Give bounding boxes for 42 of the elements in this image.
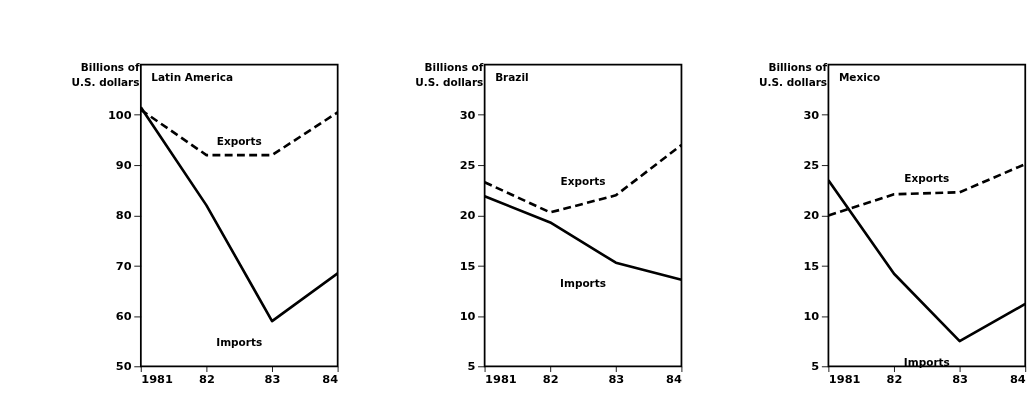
y-tick-label: 60 bbox=[115, 308, 132, 323]
x-tick-label: 82 bbox=[198, 371, 215, 386]
x-tick-label: 83 bbox=[608, 371, 625, 386]
x-tick-label: 83 bbox=[264, 371, 281, 386]
y-tick-label: 5 bbox=[811, 359, 820, 374]
y-tick-label: 80 bbox=[115, 208, 132, 223]
text: Brazil bbox=[495, 71, 529, 84]
x-tick-label: 84 bbox=[322, 371, 339, 386]
y-tick-label: 20 bbox=[803, 208, 820, 223]
y-tick-label: 5 bbox=[467, 359, 476, 374]
y-axis-title: Billions of U.S. dollars bbox=[415, 61, 484, 88]
series-label: Imports bbox=[560, 277, 607, 290]
y-tick-label: 20 bbox=[459, 208, 476, 223]
y-tick-label: 15 bbox=[459, 258, 476, 273]
series-label: Imports bbox=[903, 355, 950, 368]
x-tick-label: 83 bbox=[952, 371, 968, 386]
series-label: Exports bbox=[560, 174, 606, 187]
x-tick-label: 1981 bbox=[828, 371, 861, 386]
y-tick-label: 15 bbox=[803, 258, 820, 273]
text: Latin America bbox=[151, 71, 234, 84]
y-axis-title: Billions of U.S. dollars bbox=[759, 61, 828, 88]
y-tick-label: 25 bbox=[459, 158, 476, 173]
y-tick-label: 25 bbox=[803, 158, 820, 173]
x-tick-label: 84 bbox=[666, 371, 682, 386]
y-tick-label: 90 bbox=[115, 158, 132, 173]
y-tick-label: 10 bbox=[803, 308, 820, 323]
text: Mexico bbox=[838, 71, 881, 84]
y-axis-title: Billions of U.S. dollars bbox=[71, 61, 140, 88]
x-tick-label: 1981 bbox=[485, 371, 517, 386]
series-label: Exports bbox=[216, 134, 262, 147]
y-tick-label: 10 bbox=[459, 308, 476, 323]
y-tick-label: 30 bbox=[803, 107, 820, 122]
y-tick-label: 100 bbox=[107, 107, 132, 122]
series-label: Imports bbox=[216, 335, 263, 348]
x-tick-label: 1981 bbox=[141, 371, 173, 386]
x-tick-label: 84 bbox=[1009, 371, 1026, 386]
y-tick-label: 30 bbox=[459, 107, 476, 122]
y-tick-label: 70 bbox=[115, 258, 132, 273]
x-tick-label: 82 bbox=[886, 371, 903, 386]
series-label: Exports bbox=[904, 171, 950, 184]
y-tick-label: 50 bbox=[115, 359, 132, 374]
x-tick-label: 82 bbox=[542, 371, 559, 386]
